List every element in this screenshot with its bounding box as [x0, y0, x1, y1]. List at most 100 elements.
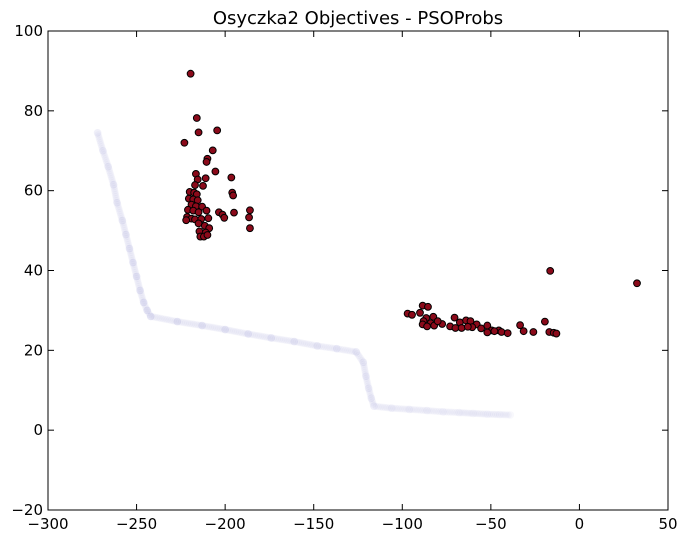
front-trail-dot — [108, 177, 116, 185]
data-point — [211, 167, 220, 176]
axis-ticks: −300 −250 −200 −150 −100 −50 0 50−2002040608010… — [11, 22, 677, 533]
front-trail-dot — [311, 341, 319, 350]
front-trail-dot — [95, 135, 103, 143]
data-point — [245, 213, 253, 222]
front-trail-dot — [188, 320, 196, 328]
data-point — [416, 308, 424, 317]
x-tick-label: −200 — [205, 515, 246, 533]
front-trail-dot — [204, 323, 212, 331]
front-trail-dot — [159, 315, 167, 323]
front-trail-dot — [322, 343, 330, 351]
front-point — [109, 180, 118, 189]
front-trail-dot — [504, 411, 512, 419]
front-trail-dot — [112, 195, 120, 203]
front-trail-dot — [441, 408, 449, 416]
front-trail-dot — [481, 410, 489, 418]
data-point — [227, 173, 236, 182]
x-tick-label: −250 — [116, 515, 157, 533]
front-point — [173, 317, 182, 326]
data-point — [208, 146, 217, 155]
front-trail-dot — [360, 360, 368, 368]
front-point — [370, 402, 378, 411]
front-trail-dot — [282, 336, 290, 344]
front-trail-dot — [390, 404, 398, 412]
front-point — [146, 312, 155, 321]
front-trail-dot — [169, 317, 177, 325]
front-trail-dot — [296, 339, 305, 347]
data-point — [516, 321, 524, 330]
data-point — [246, 224, 254, 233]
front-trail-dot — [161, 315, 169, 323]
front-trail-dot — [142, 304, 150, 313]
front-trail-dot — [280, 336, 288, 344]
front-trail-dot — [286, 337, 294, 345]
front-trail-dot — [437, 408, 445, 416]
front-trail-dot — [125, 242, 133, 251]
front-trail-dot — [149, 313, 157, 321]
front-trail-dot — [489, 410, 498, 418]
front-trail-dot — [407, 405, 416, 414]
front-trail-dot — [141, 302, 150, 311]
front-trail-dot — [360, 362, 368, 370]
data-point — [503, 329, 512, 338]
front-point — [244, 330, 252, 338]
front-trail-dot — [255, 332, 263, 340]
front-trail-dot — [354, 351, 363, 359]
front-trail-dot — [211, 324, 219, 332]
x-tick-label: −50 — [475, 515, 507, 533]
front-trail-dot — [120, 222, 128, 231]
y-tick-label: 40 — [24, 262, 43, 280]
front-trail-dot — [419, 406, 427, 414]
front-trail-dot — [171, 317, 179, 325]
front-trail-dot — [206, 323, 215, 331]
front-trail-dot — [309, 341, 317, 349]
front-trail-dot — [108, 175, 116, 183]
front-trail-dot — [358, 356, 366, 365]
front-trail-dot — [357, 355, 365, 363]
front-trail-dot — [157, 314, 165, 322]
front-trail-dot — [485, 410, 493, 418]
front-trail-dot — [416, 406, 425, 414]
front-trail-dot — [118, 215, 126, 223]
front-point — [99, 146, 107, 155]
front-trail-dot — [109, 179, 117, 187]
front-trail-dot — [138, 294, 147, 303]
front-trail-dot — [113, 197, 121, 205]
data-point — [546, 266, 555, 275]
data-point — [191, 181, 199, 189]
pareto-front-layer — [93, 128, 515, 419]
x-tick-label: −300 — [27, 515, 68, 533]
x-tick-label: 50 — [658, 515, 677, 533]
front-point — [364, 384, 373, 393]
front-trail-dot — [360, 364, 369, 372]
front-trail-dot — [307, 341, 315, 349]
front-trail-dot — [372, 402, 380, 411]
front-trail-dot — [343, 346, 352, 355]
front-trail-dot — [394, 405, 402, 413]
front-trail-dot — [137, 288, 145, 297]
front-trail-dot — [498, 411, 506, 419]
front-trail-dot — [234, 328, 242, 336]
front-trail-dot — [96, 139, 105, 147]
front-trail-dot — [123, 236, 132, 245]
front-trail-dot — [457, 409, 465, 417]
data-point — [230, 208, 238, 217]
front-trail-dot — [144, 308, 152, 317]
front-trail-dot — [434, 407, 443, 416]
front-trail-dot — [364, 380, 372, 388]
front-trail-dot — [165, 316, 173, 324]
front-trail-dot — [101, 153, 109, 161]
front-trail-dot — [317, 342, 326, 351]
front-trail-dot — [121, 226, 129, 235]
front-trail-dot — [184, 319, 192, 327]
front-trail-dot — [105, 165, 113, 173]
data-point — [423, 322, 431, 331]
y-tick-label: 100 — [14, 22, 43, 40]
data-point — [202, 158, 211, 166]
front-trail-dot — [269, 334, 277, 342]
front-trail-dot — [124, 238, 132, 247]
front-trail-dot — [491, 410, 500, 419]
front-trail-dot — [132, 270, 140, 279]
front-trail-dot — [414, 406, 422, 414]
data-point — [463, 322, 472, 331]
